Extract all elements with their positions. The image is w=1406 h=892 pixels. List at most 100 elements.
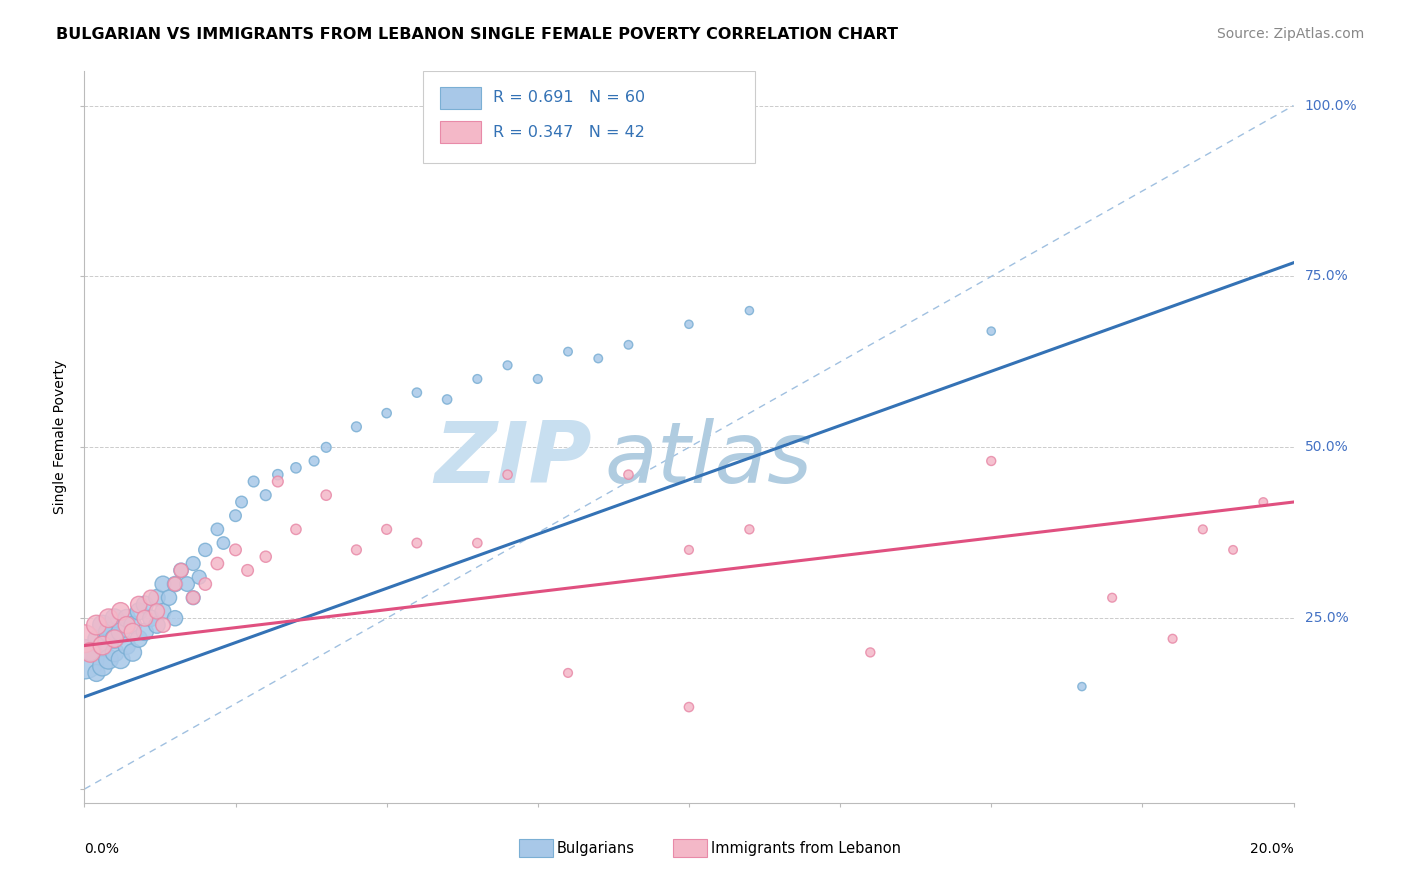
Point (104, 611, 127, 625)
Point (1101, 591, 1123, 605)
Point (157, 591, 180, 605)
Point (110, 652, 132, 666)
Point (97, 652, 120, 666)
Point (91, 659, 114, 673)
Text: Bulgarians: Bulgarians (557, 841, 634, 855)
Point (86, 665, 108, 680)
Point (406, 536, 429, 550)
Point (104, 632, 127, 646)
Point (557, 665, 579, 680)
Point (678, 700, 700, 714)
Y-axis label: Single Female Poverty: Single Female Poverty (53, 360, 67, 514)
Point (467, 372, 489, 386)
Point (91, 618, 114, 632)
Point (467, 536, 489, 550)
Point (302, 454, 325, 468)
Point (678, 542, 700, 557)
Point (346, 420, 368, 434)
Point (128, 598, 150, 612)
Point (375, 406, 398, 420)
Point (97, 611, 120, 625)
Point (231, 495, 253, 509)
Point (134, 598, 156, 612)
Point (176, 577, 198, 591)
Point (207, 522, 229, 536)
Point (346, 542, 368, 557)
FancyBboxPatch shape (423, 71, 755, 163)
Point (79, 645, 101, 659)
Point (79, 645, 101, 659)
Text: 20.0%: 20.0% (1250, 842, 1294, 855)
FancyBboxPatch shape (440, 87, 481, 109)
Point (738, 522, 761, 536)
Point (152, 618, 174, 632)
Point (115, 639, 138, 653)
Text: 50.0%: 50.0% (1305, 441, 1348, 454)
Point (617, 338, 640, 352)
Point (859, 645, 882, 659)
Text: 25.0%: 25.0% (1305, 611, 1348, 625)
Point (406, 385, 429, 400)
Point (225, 508, 247, 523)
Point (73, 652, 96, 666)
Point (588, 351, 610, 366)
Point (91, 639, 114, 653)
Point (496, 467, 519, 482)
Point (225, 542, 247, 557)
Point (97, 624, 120, 639)
Point (254, 549, 277, 564)
Point (128, 632, 150, 646)
Point (1222, 542, 1244, 557)
Point (86, 618, 108, 632)
Point (165, 611, 187, 625)
Text: R = 0.347   N = 42: R = 0.347 N = 42 (494, 125, 645, 139)
Point (146, 604, 169, 618)
Point (165, 577, 187, 591)
Point (315, 440, 337, 454)
Point (236, 563, 259, 577)
Text: 75.0%: 75.0% (1305, 269, 1348, 284)
Point (91, 639, 114, 653)
Point (1192, 522, 1215, 536)
Point (1253, 495, 1275, 509)
Point (194, 542, 217, 557)
Point (527, 372, 550, 386)
Point (104, 645, 127, 659)
Point (73, 632, 96, 646)
Point (139, 611, 162, 625)
Point (181, 591, 204, 605)
Point (1071, 680, 1094, 694)
Point (146, 618, 169, 632)
Point (104, 632, 127, 646)
Text: Immigrants from Lebanon: Immigrants from Lebanon (711, 841, 901, 855)
Point (207, 557, 229, 571)
FancyBboxPatch shape (440, 121, 481, 143)
Text: Source: ZipAtlas.com: Source: ZipAtlas.com (1216, 27, 1364, 41)
Point (436, 392, 458, 407)
Point (181, 557, 204, 571)
Point (134, 624, 156, 639)
Point (170, 563, 193, 577)
Point (128, 604, 150, 618)
Point (121, 618, 143, 632)
Text: 0.0%: 0.0% (84, 842, 120, 855)
Point (110, 624, 132, 639)
Point (212, 536, 235, 550)
Point (110, 604, 132, 618)
Point (152, 604, 174, 618)
Point (115, 618, 138, 632)
Point (242, 475, 264, 489)
Point (1161, 632, 1184, 646)
Point (980, 454, 1002, 468)
Text: 100.0%: 100.0% (1305, 98, 1357, 112)
Point (285, 460, 308, 475)
Point (678, 318, 700, 332)
Text: R = 0.691   N = 60: R = 0.691 N = 60 (494, 90, 645, 105)
Point (165, 577, 187, 591)
Point (139, 591, 162, 605)
Point (980, 324, 1002, 338)
Point (285, 522, 308, 536)
Point (194, 577, 217, 591)
Point (315, 488, 337, 502)
Point (188, 570, 211, 584)
